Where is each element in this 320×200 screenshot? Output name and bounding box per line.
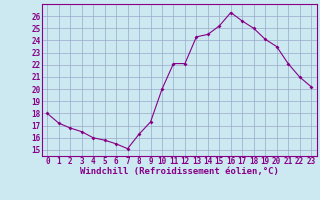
X-axis label: Windchill (Refroidissement éolien,°C): Windchill (Refroidissement éolien,°C) bbox=[80, 167, 279, 176]
